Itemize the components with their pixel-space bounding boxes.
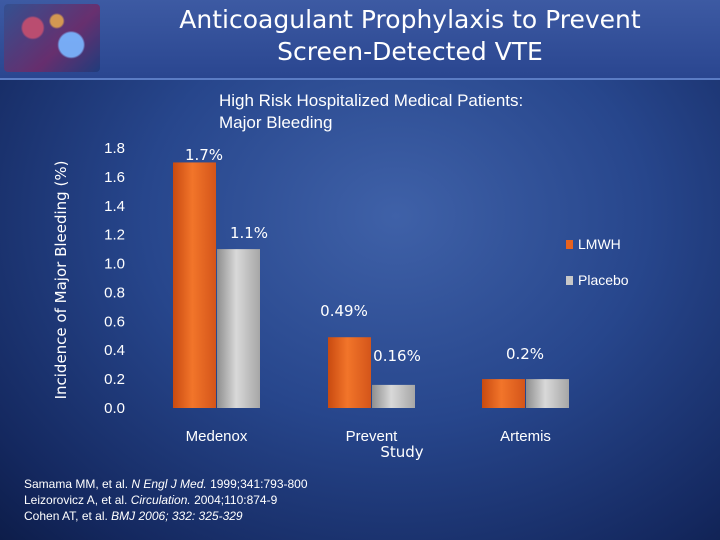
y-tick-label: 0.2 (104, 371, 125, 388)
y-tick-label: 1.8 (104, 140, 125, 157)
bar-placebo-prevent (372, 384, 415, 408)
bar-lmwh-prevent (328, 337, 371, 408)
data-label: 0.49% (320, 302, 368, 320)
y-tick-label: 1.4 (104, 198, 125, 215)
y-tick-label: 0.4 (104, 342, 125, 359)
y-tick-label: 1.6 (104, 169, 125, 186)
y-tick-label: 1.0 (104, 256, 125, 273)
y-tick-label: 0.0 (104, 400, 125, 417)
chart-title: High Risk Hospitalized Medical Patients:… (219, 91, 524, 132)
citation-2: Leizorovicz A, et al. Circulation. 2004;… (24, 493, 278, 507)
legend-swatch-lmwh (566, 240, 573, 249)
data-label: 0.16% (373, 347, 421, 365)
y-tick-label: 1.2 (104, 227, 125, 244)
x-axis-label: Study (380, 443, 424, 461)
data-label: 1.7% (185, 146, 223, 164)
data-label: 1.1% (230, 224, 268, 242)
bar-placebo-medenox (217, 249, 260, 408)
citation-1: Samama MM, et al. N Engl J Med. 1999;341… (24, 477, 308, 491)
logo-image (4, 4, 100, 72)
bar-placebo-artemis (526, 379, 569, 408)
legend-label-placebo: Placebo (578, 272, 629, 288)
slide-title: Anticoagulant Prophylaxis to Prevent Scr… (179, 5, 641, 66)
citation-3: Cohen AT, et al. BMJ 2006; 332: 325-329 (24, 509, 243, 523)
citations: Samama MM, et al. N Engl J Med. 1999;341… (24, 476, 308, 524)
y-tick-label: 0.6 (104, 313, 125, 330)
bar-lmwh-artemis (482, 379, 525, 408)
data-label: 0.2% (506, 345, 544, 363)
legend-swatch-placebo (566, 276, 573, 285)
legend-label-lmwh: LMWH (578, 236, 621, 252)
header-band (0, 0, 720, 80)
category-label: Prevent (346, 428, 399, 445)
category-label: Artemis (500, 428, 551, 445)
category-label: Medenox (186, 428, 248, 445)
bar-lmwh-medenox (173, 162, 216, 408)
y-tick-label: 0.8 (104, 284, 125, 301)
